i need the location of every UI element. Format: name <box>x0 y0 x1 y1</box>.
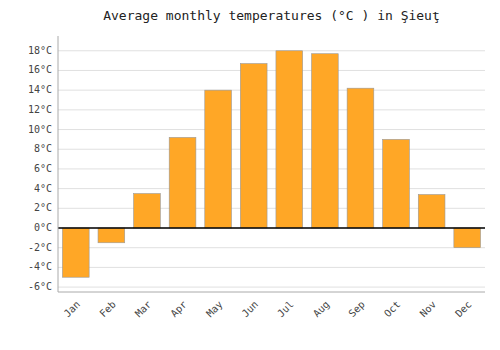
y-axis-line <box>58 36 59 292</box>
x-tick-label: Oct <box>382 299 403 320</box>
y-tick-label: -6°C <box>28 281 52 292</box>
y-tick-label: 8°C <box>34 143 52 154</box>
grid-line <box>58 188 485 189</box>
chart: Average monthly temperatures (°C ) in Şi… <box>0 0 500 350</box>
x-axis-line <box>58 292 485 293</box>
y-tick-label: -4°C <box>28 261 52 272</box>
bar <box>240 64 267 228</box>
grid-line <box>58 90 485 91</box>
grid-line <box>58 70 485 71</box>
x-tick-label: Jan <box>62 299 83 320</box>
grid-line <box>58 247 485 248</box>
x-tick-label: Dec <box>453 299 474 320</box>
y-tick-label: 10°C <box>28 124 52 135</box>
bar <box>383 139 410 228</box>
zero-line <box>58 227 485 229</box>
bar <box>169 137 196 228</box>
grid <box>58 51 485 287</box>
title: Average monthly temperatures (°C ) in Şi… <box>103 8 440 23</box>
y-tick-label: 16°C <box>28 64 52 75</box>
y-tick-label: 14°C <box>28 84 52 95</box>
y-tick-label: 12°C <box>28 104 52 115</box>
x-tick-label: Aug <box>311 299 332 320</box>
x-tick-label: Nov <box>418 299 439 320</box>
x-tick-label: Apr <box>168 299 189 320</box>
bar <box>418 195 445 228</box>
grid-line <box>58 287 485 288</box>
x-tick-label: Feb <box>97 299 118 320</box>
grid-line <box>58 168 485 169</box>
y-tick-label: 4°C <box>34 183 52 194</box>
x-tick-label: Sep <box>346 299 367 320</box>
x-tick-label: May <box>204 299 225 320</box>
bars <box>62 51 480 277</box>
y-tick-label: 0°C <box>34 222 52 233</box>
bar <box>312 54 339 228</box>
chart-container: Average monthly temperatures (°C ) in Şi… <box>0 0 500 350</box>
x-tick-label: Jul <box>275 299 296 320</box>
y-tick-label: 2°C <box>34 202 52 213</box>
grid-line <box>58 149 485 150</box>
bar <box>454 228 481 248</box>
grid-line <box>58 129 485 130</box>
y-tick-label: 18°C <box>28 45 52 56</box>
grid-line <box>58 109 485 110</box>
bar <box>134 194 161 228</box>
page: {"chart_data": {"type": "bar", "title": … <box>0 0 500 350</box>
grid-line <box>58 267 485 268</box>
bar <box>62 228 89 277</box>
x-tick-label: Jun <box>240 299 261 320</box>
y-tick-label: -2°C <box>28 242 52 253</box>
bar <box>276 51 303 228</box>
bar <box>205 90 232 228</box>
x-tick-label: Mar <box>133 299 154 320</box>
bar <box>98 228 125 243</box>
grid-line <box>58 228 485 229</box>
grid-line <box>58 50 485 51</box>
bar <box>347 88 374 228</box>
y-tick-label: 6°C <box>34 163 52 174</box>
